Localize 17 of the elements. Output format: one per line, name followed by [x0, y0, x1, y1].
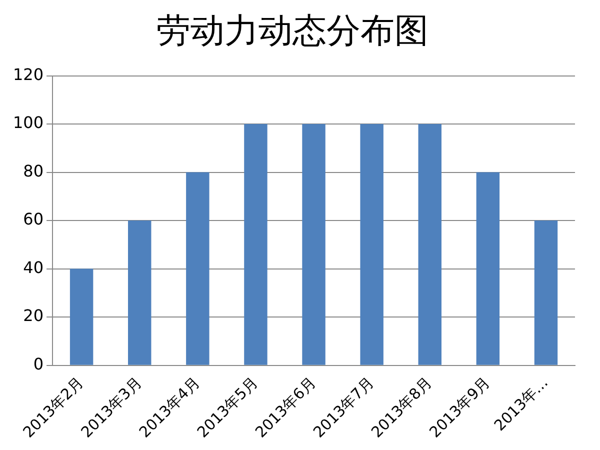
y-tick-label: 100 — [12, 113, 44, 132]
bar — [534, 220, 558, 365]
bar — [418, 124, 442, 365]
y-tick-label: 60 — [23, 210, 44, 229]
chart-title: 劳动力动态分布图 — [156, 11, 428, 52]
bar — [360, 124, 384, 365]
bar — [70, 268, 94, 365]
bar — [476, 172, 500, 365]
y-tick-label: 20 — [23, 306, 44, 326]
bar — [244, 124, 268, 365]
y-tick-label: 40 — [23, 258, 44, 277]
y-tick-label: 120 — [12, 64, 44, 84]
y-tick-label: 0 — [33, 354, 44, 374]
y-tick-label: 80 — [23, 161, 44, 180]
bar — [128, 220, 152, 365]
bar — [302, 124, 326, 365]
bar — [186, 172, 210, 365]
